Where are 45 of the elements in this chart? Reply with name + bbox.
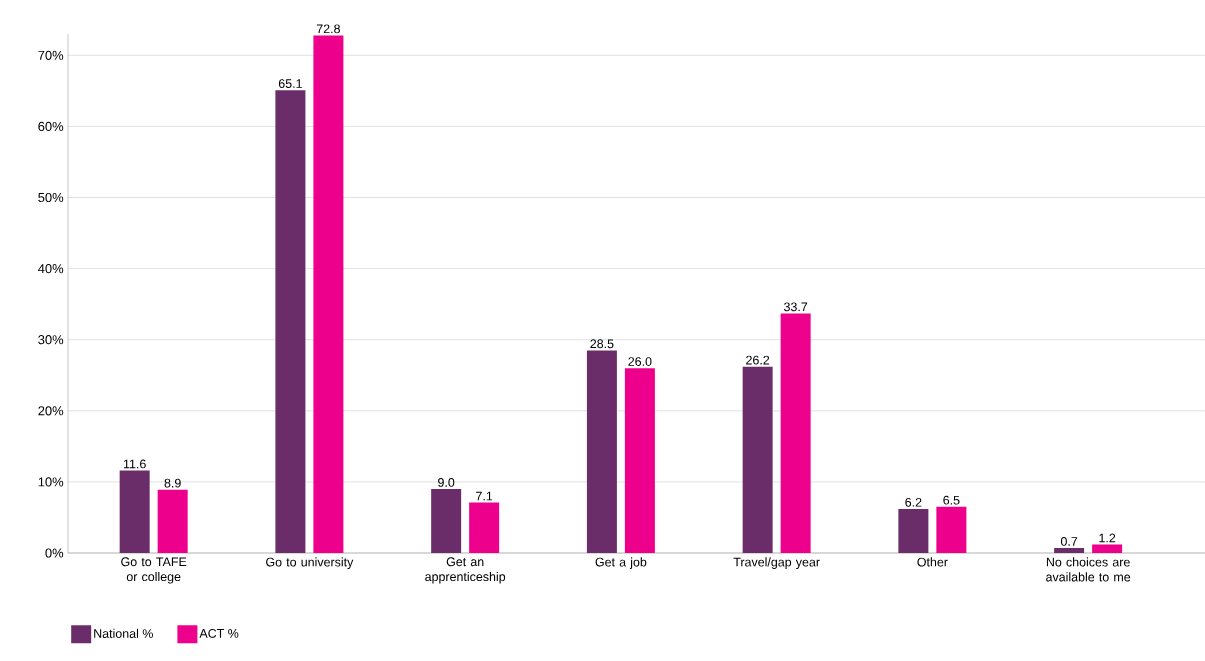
data-label: 0.7 bbox=[1060, 537, 1078, 546]
y-tick-label: 10% bbox=[38, 477, 64, 487]
data-label: 72.8 bbox=[316, 24, 340, 34]
data-label: 65.1 bbox=[278, 79, 302, 88]
y-tick-label: 0% bbox=[45, 548, 64, 558]
bar bbox=[1054, 548, 1085, 553]
bar bbox=[313, 35, 344, 553]
data-label: 1.2 bbox=[1099, 533, 1116, 543]
bar bbox=[275, 90, 306, 553]
y-tick-label: 20% bbox=[38, 406, 64, 416]
y-tick-label: 40% bbox=[38, 264, 64, 274]
bar bbox=[936, 506, 967, 553]
bar bbox=[624, 368, 655, 553]
data-label: 26.0 bbox=[628, 357, 652, 366]
data-label: 28.5 bbox=[590, 339, 614, 349]
legend-label: ACT % bbox=[199, 628, 239, 638]
data-label: 26.2 bbox=[746, 355, 770, 365]
data-label: 7.1 bbox=[476, 491, 493, 501]
data-label: 11.6 bbox=[123, 459, 146, 469]
bar bbox=[780, 313, 811, 553]
bar bbox=[898, 508, 929, 553]
bar bbox=[742, 366, 773, 553]
bar bbox=[157, 489, 188, 553]
x-tick-label: Other bbox=[917, 557, 948, 567]
x-tick-label: Get an apprenticeship bbox=[425, 557, 506, 584]
x-tick-label: Get a job bbox=[595, 557, 647, 569]
y-tick-label: 60% bbox=[38, 121, 64, 131]
y-tick-label: 50% bbox=[38, 192, 64, 203]
data-label: 33.7 bbox=[783, 302, 808, 312]
bar bbox=[119, 470, 150, 553]
x-tick-label: Go to university bbox=[266, 557, 354, 569]
bar bbox=[586, 350, 617, 553]
x-tick-label: Travel/gap year bbox=[733, 557, 820, 569]
y-tick-label: 70% bbox=[38, 50, 64, 60]
bar bbox=[431, 489, 462, 553]
x-tick-label: No choices are available to me bbox=[1046, 557, 1131, 582]
bar bbox=[469, 502, 500, 553]
data-label: 6.2 bbox=[905, 497, 922, 507]
data-label: 8.9 bbox=[164, 478, 181, 488]
data-label: 6.5 bbox=[943, 495, 960, 505]
bar bbox=[1092, 544, 1123, 553]
y-tick-label: 30% bbox=[38, 335, 64, 345]
data-label: 9.0 bbox=[438, 478, 455, 487]
legend-label: National % bbox=[94, 628, 153, 638]
x-tick-label: Go to TAFE or college bbox=[121, 557, 187, 584]
